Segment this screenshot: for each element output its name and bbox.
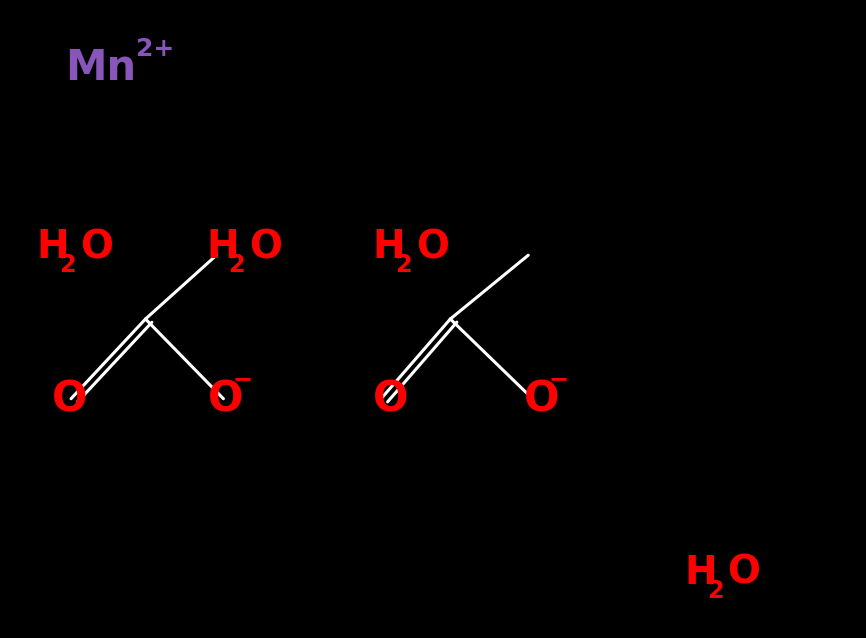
Text: 2: 2 xyxy=(707,579,723,603)
Text: O: O xyxy=(524,378,559,420)
Text: H: H xyxy=(684,554,717,592)
Text: O: O xyxy=(249,228,282,267)
Text: 2: 2 xyxy=(229,253,245,278)
Text: O: O xyxy=(416,228,449,267)
Text: 2: 2 xyxy=(395,253,411,278)
Text: H: H xyxy=(372,228,405,267)
Text: −: − xyxy=(548,367,568,391)
Text: Mn: Mn xyxy=(65,47,136,89)
Text: O: O xyxy=(208,378,243,420)
Text: 2+: 2+ xyxy=(136,36,174,61)
Text: O: O xyxy=(727,554,760,592)
Text: H: H xyxy=(36,228,69,267)
Text: O: O xyxy=(52,378,87,420)
Text: H: H xyxy=(206,228,239,267)
Text: O: O xyxy=(80,228,113,267)
Text: 2: 2 xyxy=(59,253,75,278)
Text: −: − xyxy=(232,367,252,391)
Text: O: O xyxy=(372,378,408,420)
